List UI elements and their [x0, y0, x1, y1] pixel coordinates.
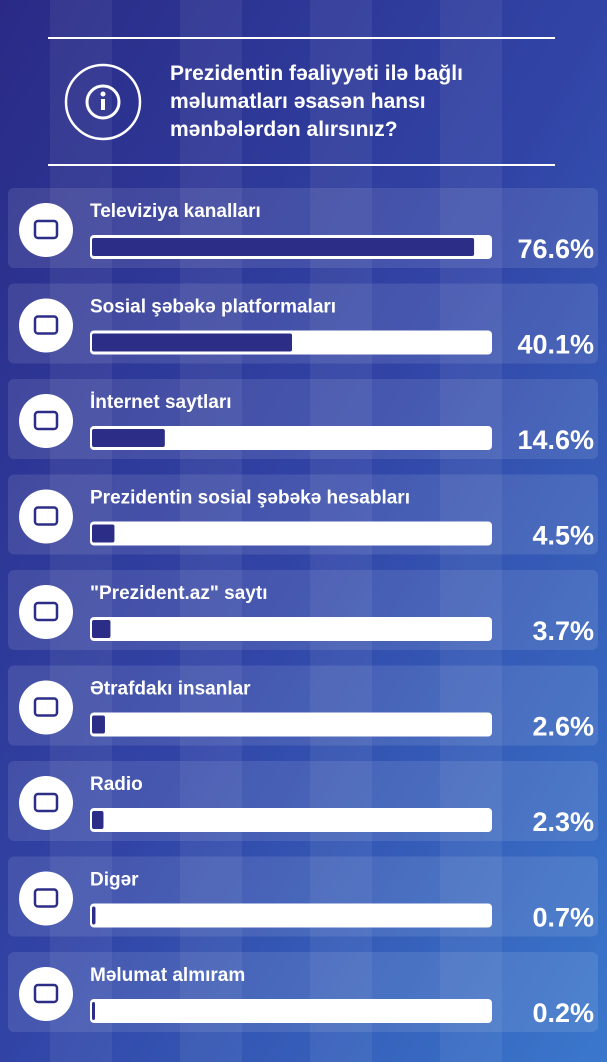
row-icon-glyph — [33, 410, 59, 431]
row-icon-glyph — [33, 506, 59, 526]
row-icon — [19, 394, 73, 448]
value-label: 40.1% — [517, 330, 594, 360]
row-icon — [19, 203, 73, 257]
bar-track — [90, 617, 492, 641]
bar-track — [90, 808, 492, 832]
row-icon-glyph — [33, 219, 59, 240]
value-label: 4.5% — [532, 521, 594, 551]
row-icon-glyph — [33, 888, 59, 908]
value-label: 14.6% — [517, 425, 594, 455]
bar — [92, 620, 111, 638]
row-icon — [19, 585, 73, 639]
value-label: 0.7% — [532, 903, 594, 933]
row-icon — [19, 871, 73, 926]
category-label: Ətrafdakı insanlar — [90, 679, 251, 700]
bar — [92, 906, 96, 925]
bar-track — [90, 712, 492, 737]
category-label: Prezidentin sosial şəbəkə hesabları — [90, 488, 410, 509]
category-label: Radio — [90, 774, 143, 795]
category-label: Sosial şəbəkə platformaları — [90, 297, 336, 318]
bar — [92, 524, 115, 543]
bar — [92, 238, 475, 256]
row-icon — [19, 776, 73, 830]
bar — [92, 715, 105, 734]
category-label: İnternet saytları — [90, 392, 232, 413]
category-label: Məlumat almıram — [90, 965, 245, 986]
bar — [92, 333, 293, 352]
value-label: 2.6% — [532, 712, 594, 742]
row-icon — [19, 298, 73, 353]
row-icon-glyph — [33, 792, 59, 813]
value-label: 76.6% — [517, 234, 594, 264]
info-icon — [64, 63, 142, 141]
bar-track — [90, 521, 492, 546]
row-icon-glyph — [33, 315, 59, 335]
bar — [92, 811, 104, 829]
chart-title: Prezidentin fəaliyyəti ilə bağlı məlumat… — [170, 62, 463, 141]
value-label: 2.3% — [532, 807, 594, 837]
row-icon — [19, 489, 73, 544]
bar-track — [90, 999, 492, 1023]
bar — [92, 429, 165, 447]
bar — [92, 1002, 95, 1020]
bar-track — [90, 903, 492, 928]
category-label: "Prezident.az" saytı — [90, 583, 267, 604]
category-label: Televiziya kanalları — [90, 201, 261, 222]
row-icon-glyph — [33, 697, 59, 717]
value-label: 0.2% — [532, 998, 594, 1028]
bar-track — [90, 426, 492, 450]
category-label: Digər — [90, 870, 139, 891]
row-icon-glyph — [33, 601, 59, 622]
value-label: 3.7% — [532, 616, 594, 646]
row-icon — [19, 967, 73, 1021]
row-icon-glyph — [33, 983, 59, 1004]
row-icon — [19, 680, 73, 735]
